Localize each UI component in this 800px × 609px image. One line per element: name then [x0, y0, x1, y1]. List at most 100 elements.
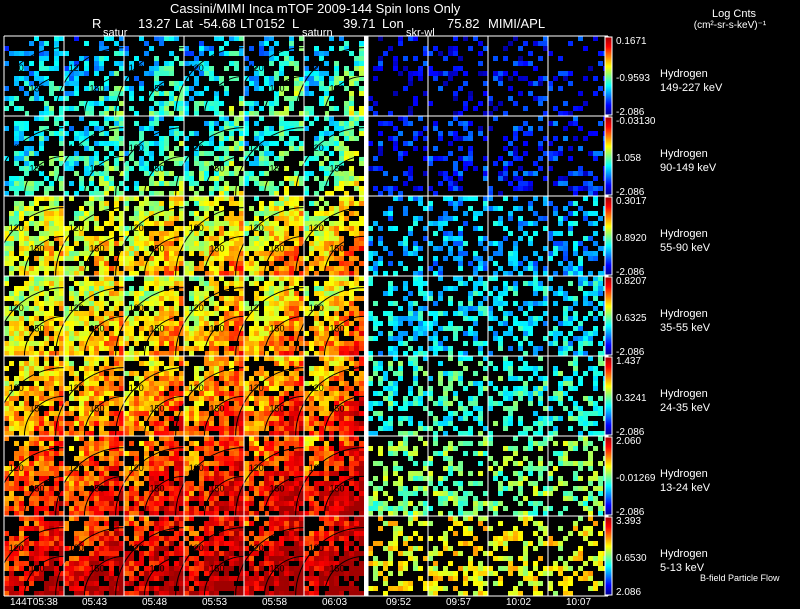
heatmap-pixel	[269, 276, 274, 281]
heatmap-pixel	[94, 216, 99, 221]
heatmap-pixel	[473, 341, 478, 346]
heatmap-pixel	[359, 316, 364, 321]
heatmap-pixel	[59, 161, 64, 166]
heatmap-pixel	[354, 76, 359, 81]
heatmap-pixel	[478, 61, 483, 66]
heatmap-pixel	[264, 371, 269, 376]
heatmap-pixel	[259, 86, 264, 91]
heatmap-pixel	[498, 346, 503, 351]
heatmap-pixel	[89, 291, 94, 296]
heatmap-pixel	[503, 321, 508, 326]
heatmap-pixel	[59, 416, 64, 421]
heatmap-pixel	[244, 251, 249, 256]
heatmap-pixel	[154, 266, 159, 271]
heatmap-pixel	[14, 406, 19, 411]
heatmap-pixel	[264, 381, 269, 386]
heatmap-pixel	[578, 321, 583, 326]
heatmap-pixel	[279, 71, 284, 76]
heatmap-pixel	[239, 341, 244, 346]
heatmap-pixel	[448, 141, 453, 146]
heatmap-pixel	[563, 181, 568, 186]
heatmap-pixel	[269, 286, 274, 291]
heatmap-pixel	[568, 221, 573, 226]
heatmap-pixel	[34, 36, 39, 41]
heatmap-pixel	[144, 406, 149, 411]
heatmap-pixel	[39, 261, 44, 266]
heatmap-pixel	[224, 406, 229, 411]
heatmap-pixel	[234, 266, 239, 271]
heatmap-pixel	[9, 336, 14, 341]
heatmap-pixel	[179, 226, 184, 231]
heatmap-pixel	[24, 351, 29, 356]
heatmap-pixel	[289, 136, 294, 141]
heatmap-pixel	[114, 161, 119, 166]
heatmap-pixel	[528, 221, 533, 226]
heatmap-pixel	[34, 416, 39, 421]
heatmap-pixel	[159, 166, 164, 171]
heatmap-pixel	[244, 246, 249, 251]
heatmap-pixel	[74, 256, 79, 261]
heatmap-pixel	[44, 336, 49, 341]
heatmap-pixel	[179, 96, 184, 101]
heatmap-pixel	[149, 191, 154, 196]
heatmap-pixel	[179, 256, 184, 261]
heatmap-pixel	[209, 161, 214, 166]
heatmap-pixel	[184, 241, 189, 246]
heatmap-pixel	[219, 141, 224, 146]
heatmap-pixel	[513, 251, 518, 256]
heatmap-pixel	[433, 271, 438, 276]
heatmap-pixel	[234, 351, 239, 356]
heatmap-pixel	[458, 281, 463, 286]
heatmap-pixel	[244, 101, 249, 106]
heatmap-pixel	[164, 241, 169, 246]
heatmap-pixel	[59, 36, 64, 41]
heatmap-pixel	[329, 221, 334, 226]
heatmap-pixel	[29, 286, 34, 291]
heatmap-pixel	[583, 171, 588, 176]
heatmap-pixel	[543, 201, 548, 206]
heatmap-pixel	[359, 191, 364, 196]
heatmap-pixel	[488, 276, 493, 281]
heatmap-pixel	[224, 391, 229, 396]
heatmap-pixel	[69, 426, 74, 431]
heatmap-pixel	[59, 401, 64, 406]
heatmap-pixel	[154, 341, 159, 346]
heatmap-pixel	[39, 426, 44, 431]
heatmap-pixel	[194, 106, 199, 111]
heatmap-pixel	[249, 346, 254, 351]
heatmap-pixel	[69, 286, 74, 291]
heatmap-pixel	[329, 151, 334, 156]
heatmap-pixel	[99, 336, 104, 341]
heatmap-pixel	[29, 216, 34, 221]
heatmap-pixel	[239, 226, 244, 231]
heatmap-pixel	[214, 146, 219, 151]
heatmap-pixel	[119, 91, 124, 96]
heatmap-pixel	[254, 341, 259, 346]
heatmap-pixel	[383, 246, 388, 251]
heatmap-pixel	[229, 241, 234, 246]
heatmap-pixel	[234, 401, 239, 406]
heatmap-pixel	[289, 431, 294, 436]
heatmap-pixel	[319, 71, 324, 76]
heatmap-pixel	[159, 206, 164, 211]
heatmap-pixel	[94, 256, 99, 261]
heatmap-pixel	[264, 266, 269, 271]
heatmap-pixel	[29, 371, 34, 376]
heatmap-pixel	[154, 76, 159, 81]
heatmap-pixel	[44, 296, 49, 301]
heatmap-pixel	[184, 416, 189, 421]
heatmap-pixel	[4, 261, 9, 266]
heatmap-pixel	[109, 166, 114, 171]
heatmap-pixel	[473, 306, 478, 311]
heatmap-pixel	[329, 346, 334, 351]
heatmap-pixel	[503, 281, 508, 286]
latitude-contour	[83, 315, 125, 357]
heatmap-pixel	[199, 66, 204, 71]
heatmap-pixel	[443, 256, 448, 261]
heatmap-pixel	[284, 106, 289, 111]
heatmap-pixel	[54, 201, 59, 206]
heatmap-pixel	[393, 66, 398, 71]
heatmap-pixel	[184, 391, 189, 396]
heatmap-pixel	[189, 171, 194, 176]
heatmap-pixel	[329, 356, 334, 361]
